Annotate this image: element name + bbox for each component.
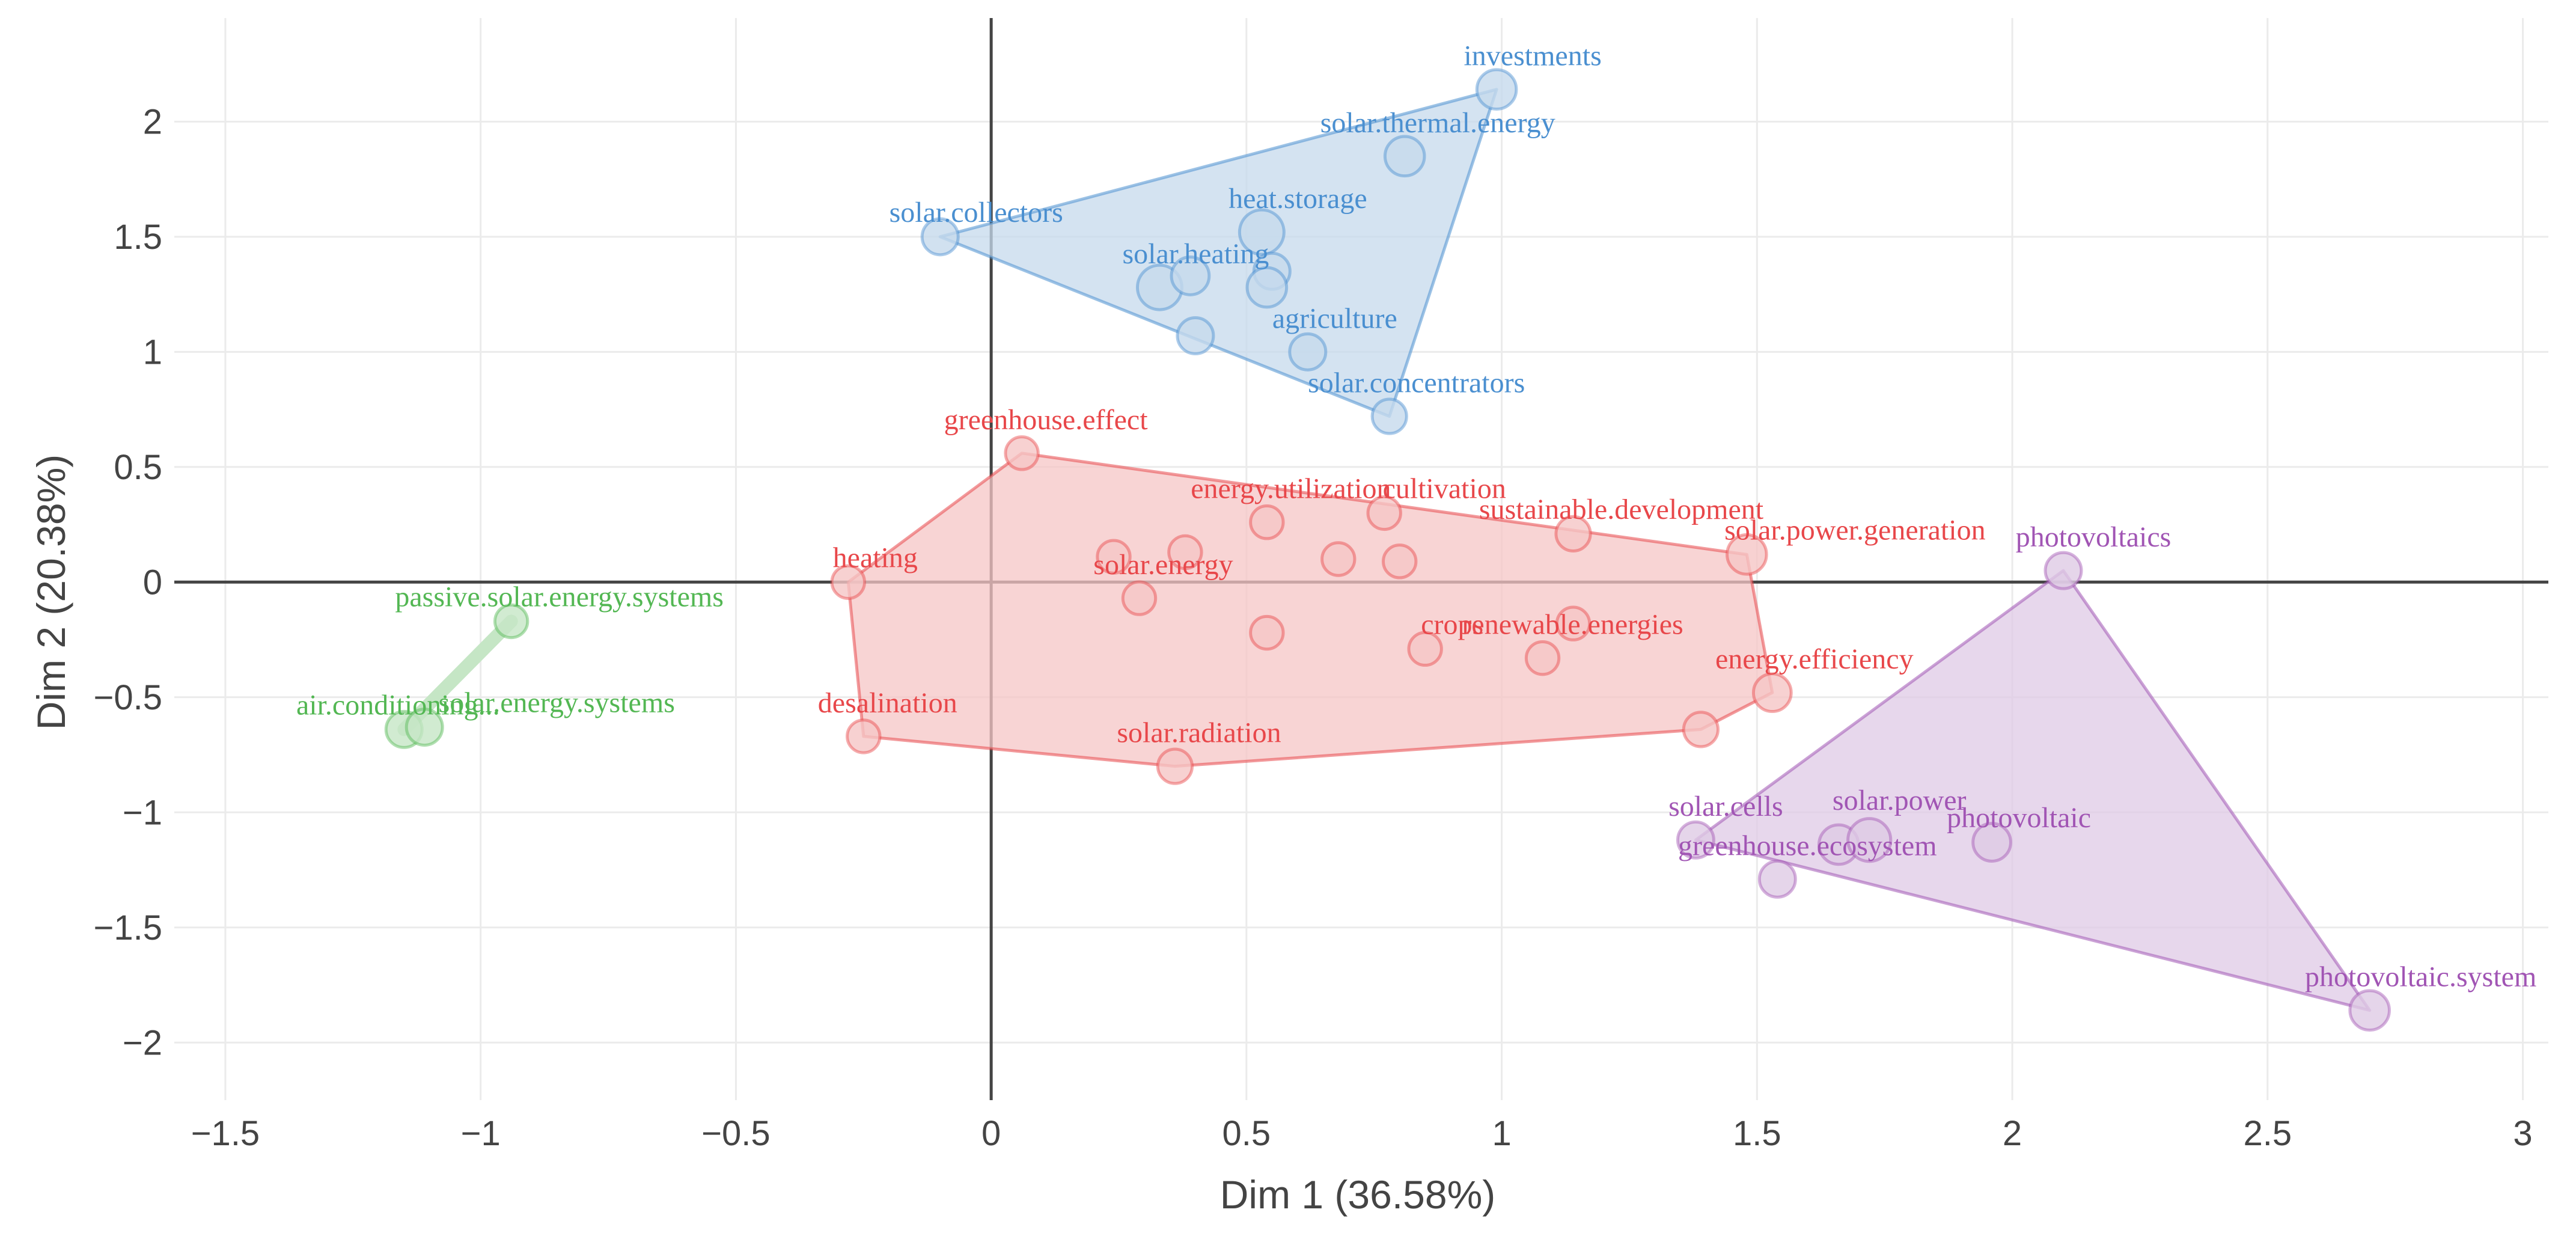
x-axis-title: Dim 1 (36.58%) <box>1220 1172 1496 1217</box>
x-tick-label: 0 <box>981 1114 1001 1153</box>
cluster-hull <box>938 88 1498 418</box>
point-label: investments <box>1463 40 1601 72</box>
point-label: solar.collectors <box>890 197 1063 228</box>
data-point <box>1751 672 1793 714</box>
tick-labels: −1.5 −1 −0.5 0 0.5 1 1.5 2 2.5 3 −2 −1.5 −1 −0.5 0 0.5 1… <box>94 102 2533 1153</box>
data-point <box>1170 255 1211 296</box>
data-point <box>1245 266 1289 309</box>
data-point <box>1555 605 1592 641</box>
point-labels: solar.collectors investments solar.thermal… <box>296 40 2536 993</box>
x-tick-label: 2.5 <box>2243 1114 2292 1153</box>
y-tick-label: 1.5 <box>114 218 162 257</box>
point-label: photovoltaic <box>1947 802 2091 834</box>
cluster-hull <box>1694 569 2372 1012</box>
y-tick-label: −1.5 <box>94 908 163 947</box>
data-point <box>1249 614 1285 651</box>
point-label: renewable.energies <box>1462 609 1683 641</box>
data-point <box>920 217 960 257</box>
x-tick-label: −1 <box>461 1114 501 1153</box>
data-point <box>2348 989 2391 1032</box>
data-point <box>846 718 882 754</box>
data-point <box>1320 541 1357 577</box>
x-tick-label: 1.5 <box>1733 1114 1781 1153</box>
data-point <box>1096 539 1132 575</box>
y-tick-label: 1 <box>143 332 162 372</box>
data-point <box>1288 332 1328 372</box>
point-label: photovoltaic.system <box>2305 961 2536 993</box>
data-point <box>1176 316 1215 356</box>
point-label: heating <box>833 542 918 574</box>
data-point <box>1676 820 1715 860</box>
x-tick-label: 3 <box>2513 1114 2532 1153</box>
data-point <box>1167 534 1203 571</box>
data-point <box>1524 640 1561 676</box>
point-label: energy.efficiency <box>1715 643 1914 675</box>
y-tick-label: 0 <box>143 563 162 602</box>
data-point <box>1383 135 1426 178</box>
point-label: crops <box>1421 608 1483 640</box>
point-label: cultivation <box>1383 473 1506 504</box>
data-points <box>384 68 2391 1032</box>
point-label: energy.utilization <box>1191 473 1391 505</box>
point-label: solar.power <box>1833 785 1967 816</box>
data-point <box>2043 551 2083 590</box>
data-point <box>830 564 866 600</box>
data-point <box>1366 495 1402 531</box>
point-label: passive.solar.energy.systems <box>395 581 724 613</box>
point-label: desalination <box>818 687 957 719</box>
data-point <box>1971 822 2012 863</box>
y-axis-title: Dim 2 (20.38%) <box>29 454 73 730</box>
point-label: solar.energy.systems <box>439 687 675 719</box>
y-tick-label: −1 <box>123 793 162 832</box>
data-point <box>493 603 530 640</box>
x-tick-label: −0.5 <box>701 1114 771 1153</box>
data-point <box>1846 817 1893 863</box>
point-label: sustainable.development <box>1479 494 1764 525</box>
data-point <box>1249 504 1285 540</box>
point-label: heat.storage <box>1228 183 1367 215</box>
point-label: solar.cells <box>1668 791 1783 822</box>
data-point <box>1757 859 1797 899</box>
y-tick-label: 2 <box>143 102 162 141</box>
point-label: air.conditioning... <box>296 689 500 721</box>
data-point <box>404 708 444 747</box>
point-label: photovoltaics <box>2016 521 2172 553</box>
point-label: solar.power.generation <box>1724 514 1986 546</box>
point-label: solar.concentrators <box>1308 367 1525 399</box>
data-point <box>1156 747 1194 785</box>
point-label: solar.radiation <box>1117 717 1281 749</box>
data-point <box>1121 580 1158 616</box>
point-label: solar.heating <box>1122 238 1269 270</box>
x-tick-label: −1.5 <box>191 1114 260 1153</box>
point-label: greenhouse.effect <box>944 404 1149 436</box>
point-label: solar.thermal.energy <box>1320 107 1555 139</box>
data-point <box>1475 68 1518 111</box>
y-tick-label: −2 <box>123 1023 162 1062</box>
x-tick-label: 0.5 <box>1222 1114 1271 1153</box>
point-label: solar.energy <box>1093 549 1233 581</box>
data-point <box>1726 533 1768 576</box>
cluster-hull <box>846 451 1774 768</box>
data-point <box>1238 208 1286 256</box>
data-point <box>1554 515 1592 552</box>
data-point <box>1370 397 1408 435</box>
point-label: greenhouse.ecosystem <box>1678 830 1937 861</box>
y-tick-label: −0.5 <box>94 678 163 717</box>
data-point <box>1004 435 1040 471</box>
data-point <box>1407 631 1443 667</box>
y-tick-label: 0.5 <box>114 448 162 487</box>
data-point <box>1382 543 1418 580</box>
data-point <box>1682 711 1720 748</box>
x-tick-label: 1 <box>1492 1114 1511 1153</box>
point-label: agriculture <box>1272 302 1397 334</box>
x-tick-label: 2 <box>2003 1114 2022 1153</box>
